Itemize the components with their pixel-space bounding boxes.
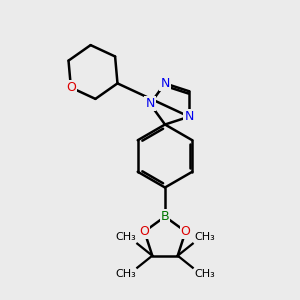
Text: N: N: [160, 77, 170, 90]
Text: N: N: [146, 98, 155, 110]
Text: B: B: [161, 210, 169, 223]
Text: CH₃: CH₃: [194, 232, 215, 242]
Text: O: O: [66, 81, 76, 94]
Text: O: O: [181, 225, 190, 238]
Text: CH₃: CH₃: [194, 269, 215, 279]
Text: O: O: [140, 225, 149, 238]
Text: N: N: [184, 110, 194, 123]
Text: CH₃: CH₃: [115, 232, 136, 242]
Text: CH₃: CH₃: [115, 269, 136, 279]
